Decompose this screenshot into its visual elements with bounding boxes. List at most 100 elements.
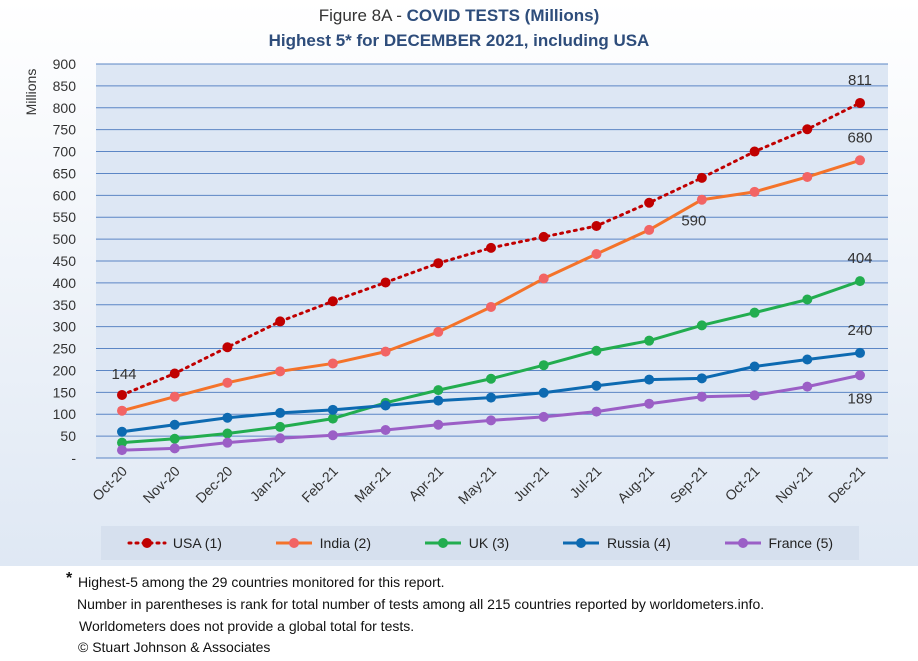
y-tick-label: 350 [53,297,77,313]
data-label: 240 [847,322,872,339]
y-tick-label: 100 [53,406,77,422]
data-point [222,342,233,353]
data-label: 590 [681,213,706,230]
data-point [749,307,760,318]
series-lines [117,97,865,456]
data-point [591,248,602,259]
footnote-line-4: © Stuart Johnson & Associates [78,639,271,655]
data-point [275,366,286,377]
data-point [749,146,760,157]
x-tick-label: Nov-21 [772,463,815,506]
legend: USA (1) India (2) UK (3) Russia (4) France (… [101,526,859,560]
y-tick-label: 750 [53,122,77,138]
y-tick-label: 900 [53,56,77,72]
legend-swatch [562,538,599,548]
footnote-line-2: Number in parentheses is rank for total … [77,596,765,612]
legend-swatch [724,538,761,548]
data-point [169,443,180,454]
y-tick-label: 700 [53,144,77,160]
data-point [222,377,233,388]
data-point [644,335,655,346]
chart-title-prefix: Figure 8A - [318,6,407,25]
legend-swatch-marker [288,538,299,548]
data-point [644,224,655,235]
data-point [855,155,865,166]
data-point [802,294,813,305]
data-point [855,97,865,108]
y-tick-label: 650 [53,165,77,181]
legend-item: UK (3) [423,535,509,551]
data-point [749,361,760,372]
x-tick-label: Oct-21 [722,463,763,504]
legend-swatch [275,538,312,548]
data-point [117,426,127,437]
y-tick-label: 450 [53,253,77,269]
data-point [644,197,655,208]
x-tick-label: Sep-21 [667,463,710,506]
y-tick-label: 800 [53,100,77,116]
x-tick-label: Dec-20 [192,463,235,506]
data-point [696,194,707,205]
data-point [486,373,496,384]
data-labels: 144 811 680 590 404 240 189 [111,72,872,407]
data-point [538,387,549,398]
data-point [169,419,180,430]
data-point [696,373,707,384]
x-tick-label: Nov-20 [140,463,183,506]
data-point [380,277,391,288]
data-point [696,391,707,402]
legend-swatch-marker [575,538,586,548]
data-point [538,273,549,284]
data-point [591,406,602,417]
y-tick-label: 550 [53,209,77,225]
legend-label: France (5) [768,535,834,551]
x-tick-label: Aug-21 [614,463,657,506]
data-label: 144 [111,366,136,383]
data-point [117,405,127,416]
data-point [644,374,655,385]
data-point [749,186,760,197]
footnote-star: * [66,570,73,587]
data-point [486,242,496,253]
data-point [380,424,391,435]
y-axis: - 50 100 150 200 250 300 350 400 450 500 550 600 650 7… [53,56,77,466]
data-label: 811 [848,72,872,89]
data-point [275,407,286,418]
data-point [644,398,655,409]
chart-title: Figure 8A - COVID TESTS (Millions) [0,6,918,26]
data-point [855,347,865,358]
data-point [117,389,127,400]
legend-label: USA (1) [172,535,222,551]
legend-swatch-marker [737,538,748,548]
data-point [327,358,338,369]
y-tick-label: 250 [53,341,77,357]
chart-title-bold: COVID TESTS (Millions) [406,6,600,25]
legend-swatch-marker [141,538,152,548]
data-point [433,326,444,337]
data-point [802,171,813,182]
data-point [169,433,180,444]
data-point [486,301,496,312]
data-point [169,368,180,379]
legend-label: India (2) [319,535,371,551]
data-point [538,231,549,242]
x-tick-label: Mar-21 [351,463,394,506]
data-point [327,404,338,415]
data-point [433,385,444,396]
legend-label: Russia (4) [606,535,671,551]
legend-swatch-marker [437,538,448,548]
data-point [117,437,127,448]
legend-item: India (2) [274,535,371,551]
legend-item: Russia (4) [561,535,671,551]
data-point [327,413,338,424]
y-tick-label: 600 [53,187,77,203]
data-point [380,400,391,411]
x-tick-label: Feb-21 [298,463,341,506]
data-point [802,354,813,365]
y-tick-label: 200 [53,362,77,378]
data-label: 680 [847,129,872,146]
data-point [855,276,865,287]
y-tick-label: 400 [53,275,77,291]
data-point [222,412,233,423]
data-point [275,433,286,444]
